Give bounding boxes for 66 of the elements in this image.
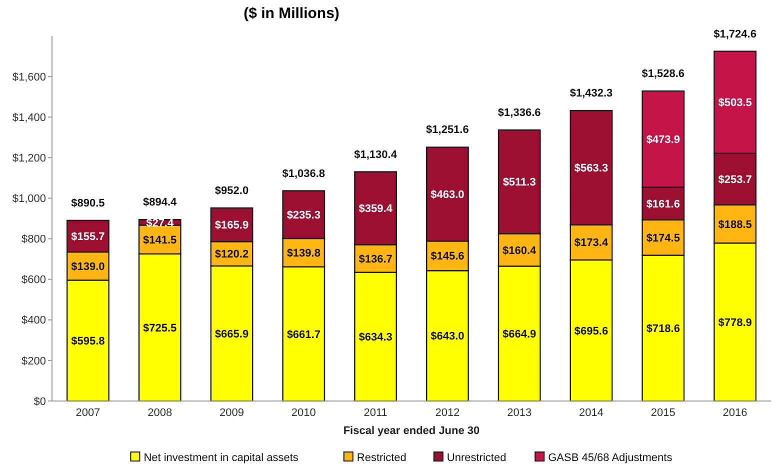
data-label: $141.5 <box>143 234 177 246</box>
data-label: $503.5 <box>718 97 752 110</box>
y-tick-label: $1,600 <box>12 71 46 84</box>
x-tick-label: 2007 <box>76 407 100 419</box>
x-tick-label: 2010 <box>291 407 316 419</box>
legend-label: Restricted <box>356 452 406 464</box>
total-label: $952.0 <box>214 184 249 197</box>
data-label: $595.8 <box>71 335 105 348</box>
data-label: $643.0 <box>430 330 464 343</box>
data-label: $664.9 <box>502 328 536 340</box>
total-label: $890.5 <box>71 197 105 210</box>
y-tick-label: $200 <box>22 355 46 368</box>
data-label: $778.9 <box>718 316 752 329</box>
total-label: $1,432.3 <box>570 88 613 100</box>
data-label: $174.5 <box>646 232 680 244</box>
data-label: $120.2 <box>214 248 249 261</box>
x-tick-label: 2011 <box>364 407 388 419</box>
x-tick-label: 2012 <box>435 407 460 419</box>
total-label: $1,251.6 <box>426 124 469 136</box>
data-label: $145.6 <box>430 250 464 263</box>
data-label: $463.0 <box>430 188 464 201</box>
total-label: $1,724.6 <box>714 28 756 40</box>
y-tick-label: $800 <box>22 234 46 246</box>
data-label: $165.9 <box>214 220 249 232</box>
total-label: $1,528.6 <box>642 68 685 80</box>
data-label: $173.4 <box>574 237 609 250</box>
data-label: $563.3 <box>574 162 608 175</box>
data-label: $253.7 <box>718 174 752 186</box>
y-tick-label: $600 <box>22 274 46 286</box>
y-tick-label: $1,000 <box>12 193 46 206</box>
y-tick-label: $1,400 <box>12 112 46 124</box>
data-label: $718.6 <box>646 322 680 335</box>
data-label: $136.7 <box>358 253 392 266</box>
x-tick-label: 2009 <box>220 407 244 419</box>
y-tick-label: $400 <box>22 314 46 327</box>
x-tick-label: 2016 <box>722 407 748 419</box>
legend-label: Net investment in capital assets <box>144 452 299 464</box>
data-label: $160.4 <box>502 244 538 257</box>
total-label: $1,130.4 <box>354 148 398 161</box>
total-label: $894.4 <box>143 196 178 209</box>
total-label: $1,036.8 <box>282 168 326 180</box>
chart-title: ($ in Millions) <box>244 5 340 22</box>
x-tick-label: 2013 <box>507 407 532 419</box>
x-tick-label: 2008 <box>148 407 172 419</box>
data-label: $725.5 <box>143 322 177 334</box>
y-tick-label: $1,200 <box>12 152 46 165</box>
data-label: $511.3 <box>502 176 536 189</box>
x-tick-label: 2014 <box>579 407 604 419</box>
x-axis-title: Fiscal year ended June 30 <box>343 425 480 437</box>
data-label: $665.9 <box>214 328 249 340</box>
data-label: $634.3 <box>358 332 392 344</box>
x-tick-label: 2015 <box>650 407 676 419</box>
data-label: $661.7 <box>286 328 320 341</box>
total-label: $1,336.6 <box>498 106 541 119</box>
data-label: $139.0 <box>71 260 105 273</box>
data-label: $188.5 <box>718 218 752 231</box>
data-label: $139.8 <box>286 248 320 260</box>
legend-label: Unrestricted <box>446 452 506 464</box>
data-label: $695.6 <box>574 325 608 338</box>
legend-label: GASB 45/68 Adjustments <box>548 452 673 464</box>
data-label: $473.9 <box>646 134 680 146</box>
data-label: $359.4 <box>358 203 394 216</box>
data-label: $155.7 <box>71 231 105 244</box>
data-label: $235.3 <box>286 209 320 222</box>
y-tick-label: $0 <box>34 396 46 408</box>
data-label: $161.6 <box>646 198 680 210</box>
